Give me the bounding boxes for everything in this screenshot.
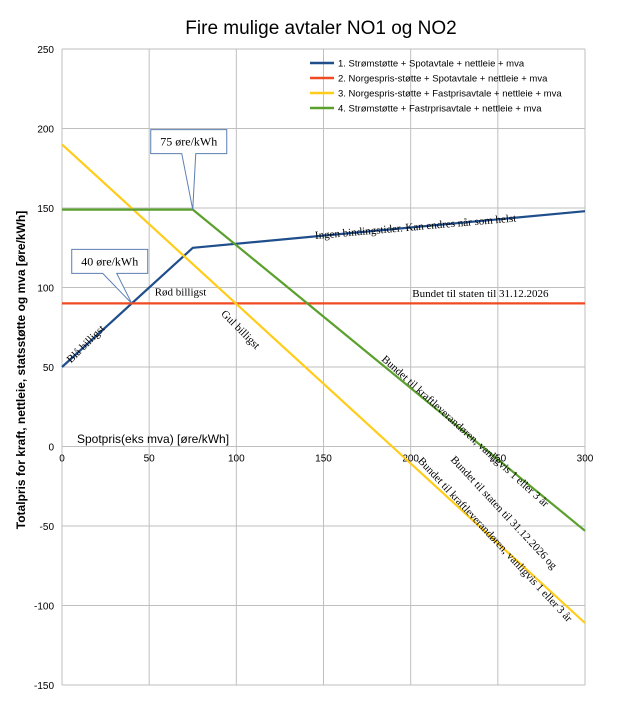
x-tick-label: 50 (144, 454, 156, 465)
y-tick-label: 50 (43, 363, 55, 374)
annotation: Gul billigst (218, 308, 262, 352)
annotation: Blå billigst (65, 323, 108, 366)
x-tick-label: 0 (59, 454, 65, 465)
y-tick-label: -100 (34, 602, 54, 613)
y-tick-labels: 250 200 150 100 50 0 -50 -100 -150 (34, 45, 54, 692)
y-tick-label: -150 (34, 681, 54, 692)
x-axis-label: Spotpris(eks mva) [øre/kWh] (77, 432, 229, 446)
annotation: Bundet til kraftleverandøren, vanligvis … (415, 455, 574, 625)
callout-label: 40 øre/kWh (81, 254, 138, 268)
annotation: Rød billigst (155, 286, 207, 298)
annotation: Ingen bindingstider. Kan endres når som … (315, 212, 517, 242)
annotation: Bundet til staten til 31.12.2026 (412, 288, 549, 300)
callouts: 75 øre/kWh 40 øre/kWh (71, 129, 228, 304)
x-tick-label: 200 (402, 454, 419, 465)
x-tick-label: 100 (228, 454, 245, 465)
chart-title: Fire mulige avtaler NO1 og NO2 (185, 18, 456, 39)
y-tick-label: -50 (40, 522, 55, 533)
legend-label-3: 3. Norgespris-støtte + Fastprisavtale + … (338, 89, 562, 100)
y-tick-label: 200 (37, 125, 54, 136)
y-tick-label: 150 (37, 204, 54, 215)
legend: 1. Strømstøtte + Spotavtale + nettleie +… (310, 59, 562, 115)
y-axis-label: Totalpris for kraft, nettleie, statsstøt… (14, 211, 28, 530)
legend-label-4: 4. Strømstøtte + Fastrprisavtale + nettl… (338, 104, 542, 115)
callout-label: 75 øre/kWh (160, 135, 217, 149)
legend-label-1: 1. Strømstøtte + Spotavtale + nettleie +… (338, 59, 525, 70)
x-tick-label: 150 (315, 454, 332, 465)
series-line-3 (61, 143, 586, 624)
grid (61, 48, 586, 686)
annotation: Bundet til kraftleverandøren, vanligvis … (379, 353, 551, 510)
series-line-1 (61, 210, 586, 368)
y-tick-label: 100 (37, 284, 54, 295)
y-tick-label: 250 (37, 45, 54, 56)
x-tick-label: 300 (577, 454, 594, 465)
callout-bubble (71, 248, 149, 304)
callout-bubble (150, 129, 228, 210)
legend-label-2: 2. Norgespris-støtte + Spotavtale + nett… (338, 74, 548, 85)
y-tick-label: 0 (48, 443, 54, 454)
x-tick-labels: 0 50 100 150 200 250 300 (59, 454, 594, 465)
